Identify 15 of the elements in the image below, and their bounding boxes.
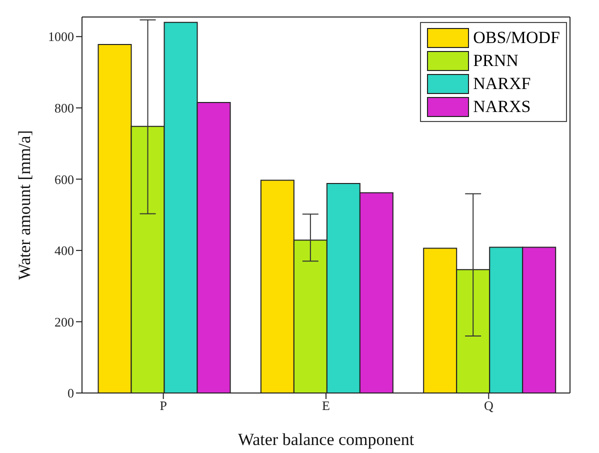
y-axis-title: Water amount [mm/a] [15,130,34,280]
legend-label: PRNN [473,50,518,70]
y-tick-label: 200 [54,314,74,330]
legend-label: OBS/MODF [473,28,560,48]
legend-label: NARXS [473,96,531,116]
x-axis-title: Water balance component [238,430,414,449]
x-tick-label: Q [484,398,494,414]
y-tick-label: 400 [54,243,74,258]
y-tick-label: 1000 [48,29,74,44]
y-tick-label: 800 [54,100,74,116]
y-tick-label: 600 [54,172,74,187]
legend-label: NARXF [473,74,531,94]
x-tick-label: P [160,398,167,414]
y-tick-label: 0 [68,386,74,401]
x-tick-label: E [322,398,330,414]
